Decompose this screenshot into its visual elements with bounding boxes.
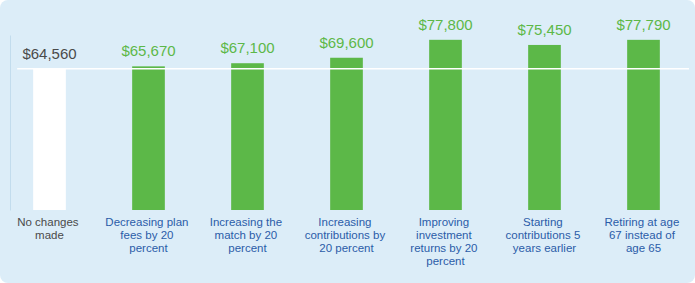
category-label: Starting contributions 5 years earlier (506, 216, 584, 254)
category-label: Increasing contributions by 20 percent (305, 216, 389, 254)
data-label: $69,600 (319, 34, 373, 51)
data-label: $75,450 (517, 21, 571, 38)
y-axis-line (10, 36, 11, 211)
bar (528, 45, 561, 210)
background (0, 0, 695, 283)
category-label: Decreasing plan fees by 20 percent (105, 216, 191, 254)
y-axis (10, 36, 11, 211)
bar (627, 40, 660, 210)
reference-line (17, 68, 689, 70)
bar (33, 69, 66, 210)
category-label: Increasing the match by 20 percent (210, 216, 285, 254)
data-label: $67,100 (220, 39, 274, 56)
chart: $64,560 $65,670 $67,100 $69,600 $77,800 $75,4… (0, 0, 695, 283)
bar (231, 63, 264, 210)
bar (330, 58, 363, 210)
plot-area (17, 40, 689, 210)
category-label: Improving investment returns by 20 perce… (410, 216, 480, 267)
data-label: $77,790 (616, 16, 670, 33)
data-label: $65,670 (121, 42, 175, 59)
data-label: $77,800 (418, 16, 472, 33)
data-label: $64,560 (22, 45, 76, 62)
category-label: Retiring at age 67 instead of age 65 (605, 216, 683, 254)
bar (429, 40, 462, 210)
category-label: No changes made (17, 216, 82, 241)
bar (132, 66, 165, 210)
